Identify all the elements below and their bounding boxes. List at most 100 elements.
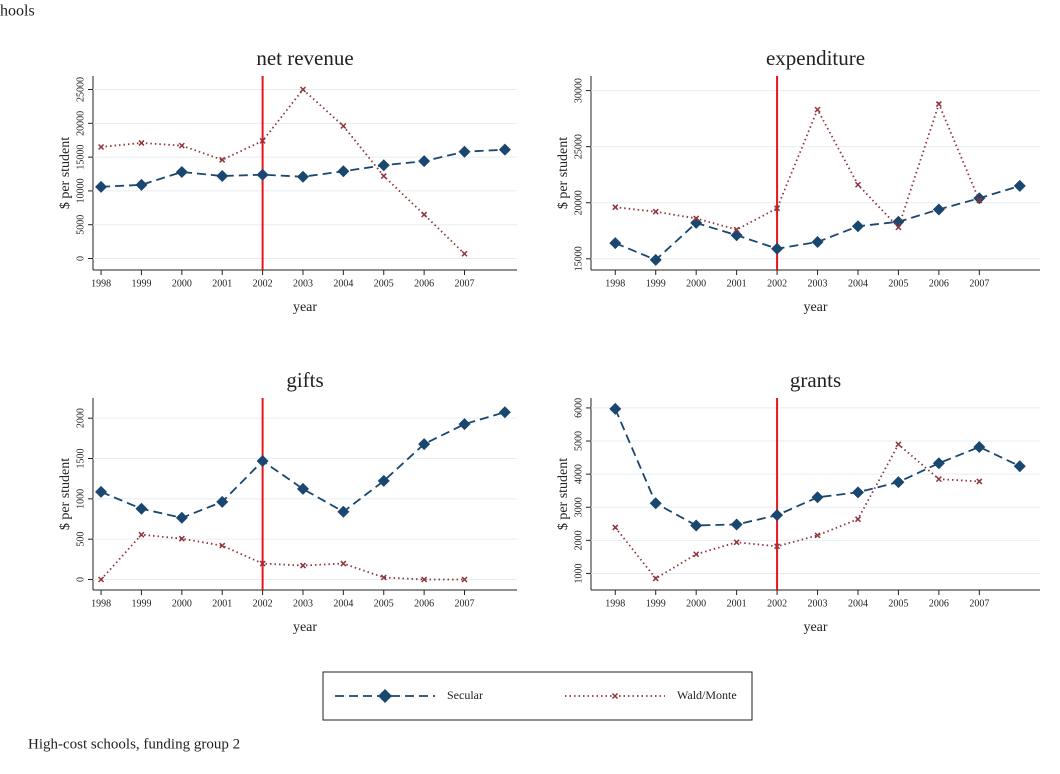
point [421, 576, 428, 583]
point [219, 156, 226, 163]
series-line [100, 411, 506, 519]
x-tick-label: 2005 [888, 598, 908, 609]
y-tick-label: 1000 [573, 563, 584, 583]
point [216, 495, 229, 508]
point [771, 242, 784, 255]
x-tick-label: 2004 [848, 598, 868, 609]
y-tick-label: 15000 [573, 246, 584, 271]
point [340, 560, 347, 567]
y-axis-label: $ per student [556, 137, 571, 209]
series-line [614, 408, 1021, 527]
point [138, 139, 145, 146]
point [299, 562, 307, 569]
point [652, 208, 659, 215]
y-tick-label: 5000 [75, 215, 86, 235]
point [895, 224, 902, 231]
legend-marker [611, 692, 619, 700]
x-tick-label: 2004 [333, 598, 353, 609]
x-tick-label: 2001 [212, 278, 232, 289]
point [774, 205, 781, 212]
point [693, 215, 700, 222]
x-tick-label: 2002 [767, 598, 787, 609]
x-tick-label: 1999 [646, 278, 666, 289]
point [609, 402, 622, 415]
point [95, 180, 108, 193]
point [895, 441, 902, 448]
x-axis-label: year [293, 620, 317, 635]
point [814, 106, 821, 113]
x-tick-label: 2006 [929, 598, 949, 609]
x-tick-label: 2002 [253, 278, 273, 289]
point [498, 406, 511, 419]
x-tick-label: 2005 [374, 598, 394, 609]
point [498, 143, 511, 156]
point [458, 418, 471, 431]
point [814, 532, 821, 539]
point [340, 122, 347, 130]
point [337, 165, 350, 178]
x-tick-label: 2000 [172, 278, 192, 289]
point [1013, 179, 1026, 192]
x-tick-label: 2007 [969, 598, 989, 609]
y-tick-label: 20000 [75, 111, 86, 136]
x-tick-label: 2006 [414, 278, 434, 289]
point [377, 159, 390, 172]
point [690, 216, 703, 229]
y-tick-label: 4000 [573, 464, 584, 484]
point [380, 173, 387, 180]
x-tick-label: 2000 [686, 278, 706, 289]
y-tick-label: 5000 [573, 431, 584, 451]
point [175, 165, 188, 178]
point [337, 505, 350, 518]
point [730, 518, 743, 531]
point [296, 170, 309, 183]
y-axis-label: $ per student [58, 137, 73, 209]
x-tick-label: 2007 [969, 278, 989, 289]
point [612, 524, 619, 531]
x-tick-label: 1999 [646, 598, 666, 609]
y-axis-label: $ per student [556, 458, 571, 530]
point [932, 203, 945, 216]
x-tick-label: 2004 [333, 278, 353, 289]
y-axis-label: $ per student [58, 458, 73, 530]
y-tick-label: 0 [75, 577, 86, 582]
point [256, 455, 269, 468]
y-tick-label: 10000 [75, 178, 86, 203]
point [418, 438, 431, 451]
point [652, 575, 659, 582]
point [299, 86, 307, 93]
point [730, 229, 743, 242]
point [178, 535, 185, 542]
x-tick-label: 2003 [808, 278, 828, 289]
x-tick-label: 2007 [455, 598, 475, 609]
point [296, 482, 309, 495]
x-tick-label: 2006 [414, 598, 434, 609]
point [690, 519, 703, 532]
point [854, 181, 862, 188]
point [461, 576, 468, 583]
series-line [614, 185, 1021, 261]
legend-label: Wald/Monte [677, 688, 737, 702]
x-axis-label: year [803, 620, 827, 635]
legend-label: Secular [447, 688, 483, 702]
point [216, 170, 229, 183]
point [98, 576, 105, 583]
x-tick-label: 2004 [848, 278, 868, 289]
x-tick-label: 2001 [727, 278, 747, 289]
y-tick-label: 25000 [75, 77, 86, 102]
x-tick-label: 2001 [212, 598, 232, 609]
point [609, 237, 622, 250]
y-tick-label: 1500 [75, 449, 86, 469]
x-tick-label: 1998 [605, 598, 625, 609]
y-tick-label: 3000 [573, 497, 584, 517]
point [256, 168, 269, 181]
point [973, 440, 986, 453]
point [418, 155, 431, 168]
x-tick-label: 2003 [293, 278, 313, 289]
y-tick-label: 25000 [573, 134, 584, 159]
point [612, 204, 619, 211]
point [771, 509, 784, 522]
point [811, 235, 824, 248]
point [421, 211, 428, 218]
point [976, 197, 983, 204]
